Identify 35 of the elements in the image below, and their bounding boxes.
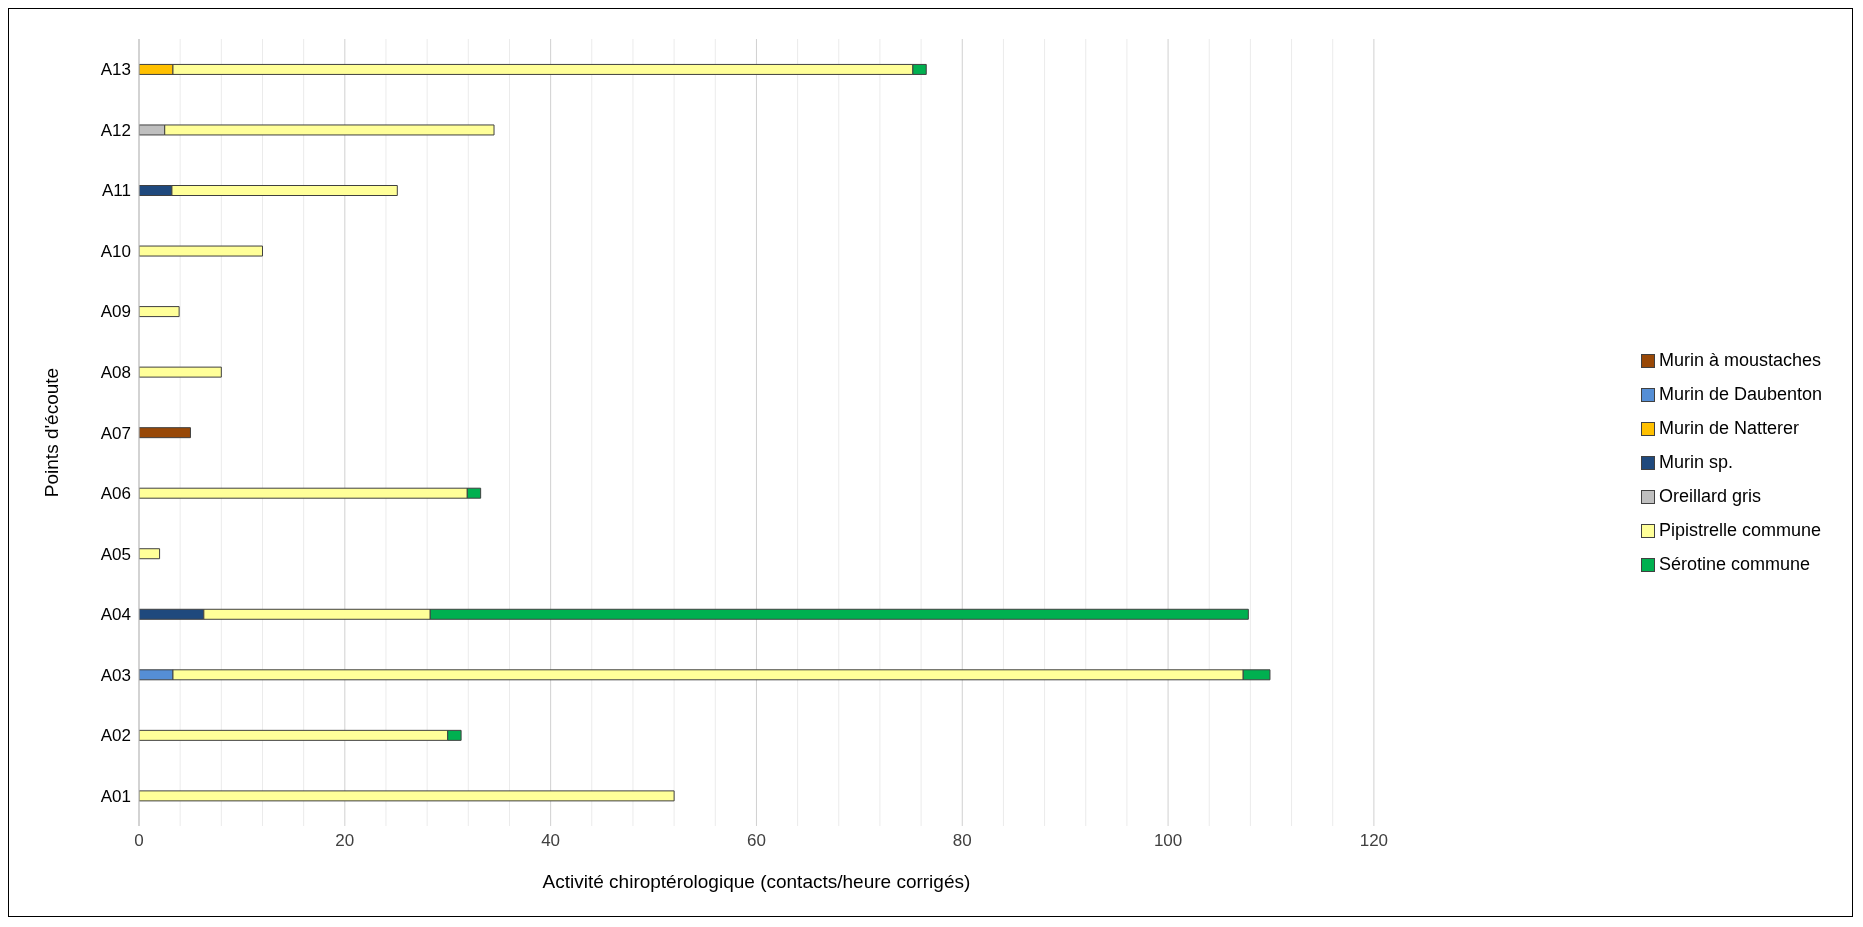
x-tick-label: 100 — [1153, 831, 1183, 851]
y-tick-label: A02 — [100, 726, 131, 746]
y-tick-label: A05 — [100, 544, 131, 564]
y-tick-label: A12 — [100, 120, 131, 140]
legend-label: Murin sp. — [1658, 452, 1733, 473]
y-tick-label: A10 — [100, 241, 131, 261]
y-axis-title: Points d'écoute — [40, 367, 62, 498]
bar — [139, 427, 191, 439]
y-tick-label: A04 — [100, 605, 131, 625]
legend-label: Murin de Daubenton — [1658, 384, 1822, 405]
y-tick-label: A08 — [100, 363, 131, 382]
y-tick-label: A09 — [100, 302, 131, 322]
legend-label: Pipistrelle commune — [1658, 520, 1821, 541]
x-tick-label: 60 — [746, 831, 766, 851]
y-tick-label: A11 — [102, 181, 131, 201]
bar — [139, 306, 180, 318]
x-tick-label: 20 — [335, 831, 355, 851]
legend-label: Sérotine commune — [1658, 554, 1810, 575]
y-tick-label: A03 — [100, 665, 131, 685]
legend-label: Oreillard gris — [1658, 486, 1761, 507]
x-tick-label: 80 — [952, 831, 972, 851]
x-tick-label: 120 — [1359, 831, 1389, 851]
y-tick-label: A01 — [100, 786, 131, 806]
bar — [139, 245, 263, 257]
legend-label: Murin à moustaches — [1658, 350, 1821, 371]
bar — [139, 790, 675, 802]
x-tick-label: 40 — [541, 831, 561, 851]
y-tick-label: A06 — [100, 484, 131, 504]
x-axis-title: Activité chiroptérologique (contacts/heure corrigés) — [542, 871, 971, 892]
bar — [139, 366, 222, 378]
y-tick-label: A07 — [100, 423, 131, 443]
x-tick-label: 0 — [134, 831, 144, 851]
y-tick-label: A13 — [100, 60, 131, 80]
bar — [139, 548, 161, 560]
legend-label: Murin de Natterer — [1658, 418, 1799, 439]
